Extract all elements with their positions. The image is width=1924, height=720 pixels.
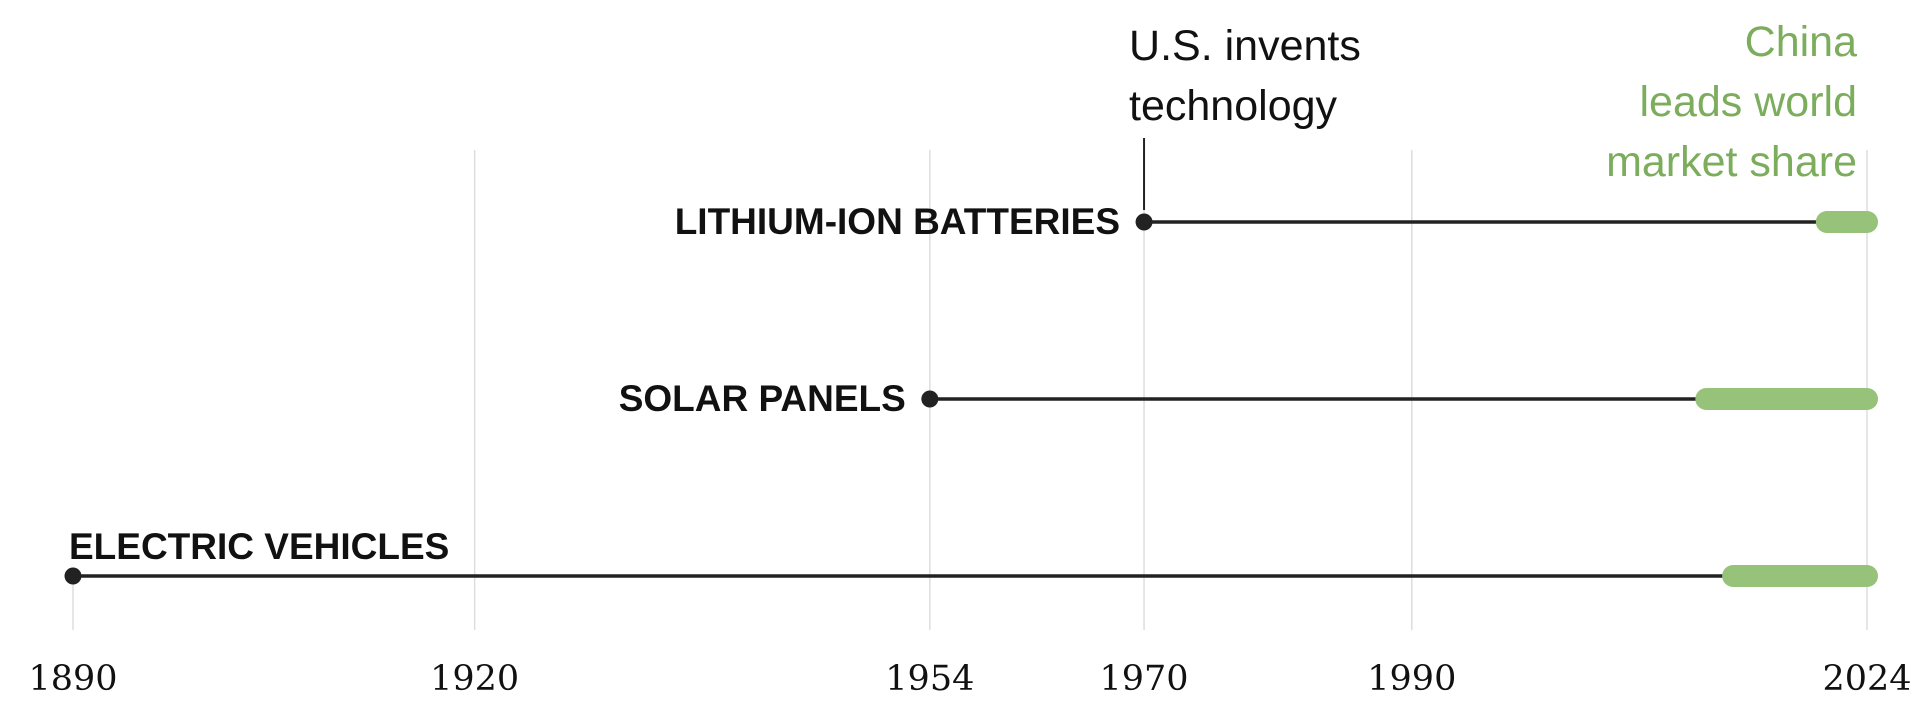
china-leads-annotation-line: market share — [1606, 138, 1857, 186]
row-label: SOLAR PANELS — [619, 378, 906, 419]
tick-label-1890: 1890 — [28, 659, 117, 699]
lithium-ion-batteries-start-dot — [1135, 213, 1153, 231]
us-invents-annotation-line: U.S. invents — [1129, 22, 1361, 70]
row-label: ELECTRIC VEHICLES — [69, 526, 449, 567]
solar-panels-start-dot — [921, 390, 939, 408]
tick-label-1920: 1920 — [430, 659, 519, 699]
tick-label-1970: 1970 — [1100, 659, 1189, 699]
row-label: LITHIUM-ION BATTERIES — [675, 201, 1120, 242]
timeline-rows: LITHIUM-ION BATTERIES SOLAR PANELS ELECTRI… — [64, 201, 1878, 587]
us-invents-annotation-line: technology — [1129, 82, 1337, 130]
tick-label-1990: 1990 — [1367, 659, 1456, 699]
electric-vehicles-start-dot — [64, 567, 82, 585]
tick-label-2024: 2024 — [1822, 659, 1911, 699]
tick-label-1954: 1954 — [885, 659, 974, 699]
china-leads-annotation-line: China — [1745, 18, 1857, 66]
annotations: U.S. invents technology China leads world ma… — [1129, 18, 1857, 210]
x-axis-ticks: 1890 1920 1954 1970 1990 2024 — [28, 659, 1911, 699]
china-leads-annotation-line: leads world — [1640, 78, 1858, 126]
